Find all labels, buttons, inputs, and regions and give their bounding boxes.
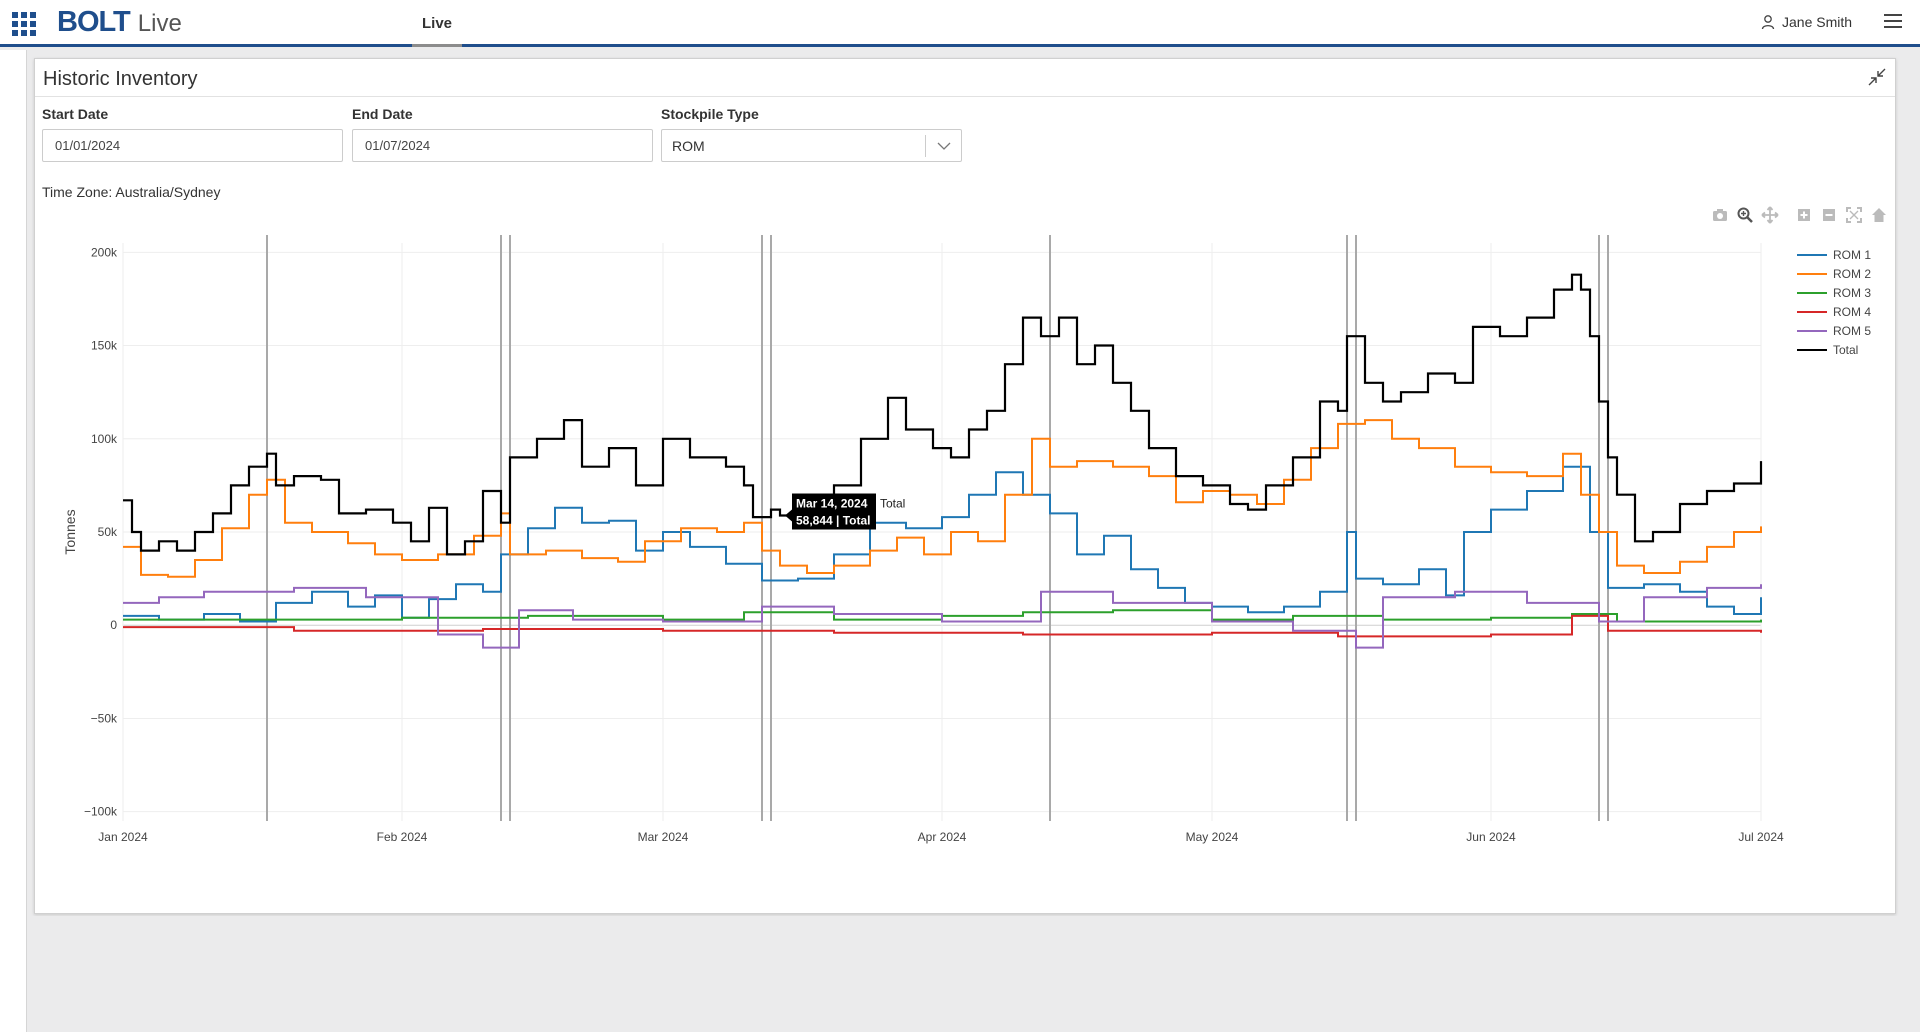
chart-series [123, 273, 1763, 649]
autoscale-icon[interactable] [1844, 205, 1864, 225]
series-line-total [123, 273, 1763, 556]
y-tick-label: 200k [91, 245, 118, 259]
reset-axes-icon[interactable] [1869, 205, 1889, 225]
legend-entry: ROM 1 [1833, 248, 1871, 262]
x-tick-label: Feb 2024 [377, 830, 428, 844]
y-tick-label: −100k [84, 805, 118, 819]
tooltip-box [792, 493, 876, 530]
stockpile-type-select[interactable]: ROM [661, 129, 962, 162]
zoom-icon[interactable] [1735, 205, 1755, 225]
y-axis-title: Tonnes [62, 509, 78, 554]
x-tick-label: Jun 2024 [1466, 830, 1516, 844]
chart-modebar [1705, 205, 1889, 225]
series-line-rom-4 [123, 614, 1762, 638]
series-line-rom-2 [123, 419, 1762, 578]
tooltip-value: 58,844 | Total [796, 514, 871, 528]
panel-header: Historic Inventory [35, 59, 1895, 97]
chart-tooltip: Mar 14, 2024 Total 58,844 | Total [785, 493, 905, 530]
x-tick-label: Jan 2024 [98, 830, 148, 844]
x-tick-label: May 2024 [1186, 830, 1239, 844]
zoom-out-icon[interactable] [1819, 205, 1839, 225]
series-line-rom-3 [123, 609, 1762, 623]
chart-axes: 200k 150k 100k 50k 0 −50k −100k Jan 2024 Feb 202… [62, 245, 1784, 844]
camera-icon[interactable] [1710, 205, 1730, 225]
y-tick-label: −50k [91, 711, 118, 725]
select-divider [925, 135, 926, 157]
timezone-label: Time Zone: Australia/Sydney [42, 184, 221, 200]
chart-grid [122, 243, 1762, 821]
historic-inventory-panel: Historic Inventory Start Date End Date S… [34, 58, 1896, 914]
panel-title: Historic Inventory [43, 68, 198, 90]
end-date-label: End Date [352, 106, 413, 122]
inventory-chart[interactable]: 200k 150k 100k 50k 0 −50k −100k Jan 2024 Feb 202… [35, 59, 1897, 879]
legend-entry: ROM 4 [1833, 305, 1871, 319]
tooltip-series-name: Total [880, 497, 905, 511]
y-tick-label: 150k [91, 339, 118, 353]
start-date-label: Start Date [42, 106, 109, 122]
stockpile-type-label: Stockpile Type [661, 106, 759, 122]
start-date-input[interactable] [42, 129, 343, 162]
legend-entry: ROM 3 [1833, 286, 1871, 300]
brand-logo[interactable]: BOLT Live [57, 6, 182, 40]
side-strip [0, 50, 27, 1032]
legend-entry: ROM 5 [1833, 324, 1871, 338]
tooltip-pointer [785, 509, 792, 522]
top-bar: BOLT Live Live Jane Smith [0, 0, 1920, 47]
user-name: Jane Smith [1782, 14, 1853, 30]
collapse-icon[interactable] [1867, 67, 1887, 87]
tooltip-date: Mar 14, 2024 [796, 497, 868, 511]
app-launcher-icon[interactable] [12, 12, 36, 36]
x-tick-label: Mar 2024 [638, 830, 689, 844]
x-tick-label: Apr 2024 [918, 830, 967, 844]
series-line-rom-5 [123, 584, 1762, 649]
brand-name: BOLT [57, 6, 131, 38]
chevron-down-icon [937, 142, 951, 150]
page-background [28, 916, 1920, 1032]
user-icon [1761, 15, 1775, 30]
zoom-in-icon[interactable] [1794, 205, 1814, 225]
stockpile-type-value: ROM [672, 138, 705, 154]
pan-icon[interactable] [1760, 205, 1780, 225]
legend-entry: ROM 2 [1833, 267, 1871, 281]
hamburger-menu-icon[interactable] [1884, 14, 1902, 30]
y-tick-label: 0 [110, 618, 117, 632]
x-tick-label: Jul 2024 [1738, 830, 1784, 844]
tab-live[interactable]: Live [412, 0, 462, 47]
y-tick-label: 100k [91, 432, 118, 446]
legend-entry: Total [1833, 343, 1858, 357]
end-date-input[interactable] [352, 129, 653, 162]
y-tick-label: 50k [98, 525, 118, 539]
brand-suffix: Live [137, 10, 182, 37]
user-menu[interactable]: Jane Smith [1760, 14, 1852, 30]
chart-legend[interactable]: ROM 1 ROM 2 ROM 3 ROM 4 ROM 5 Total [1797, 248, 1871, 357]
